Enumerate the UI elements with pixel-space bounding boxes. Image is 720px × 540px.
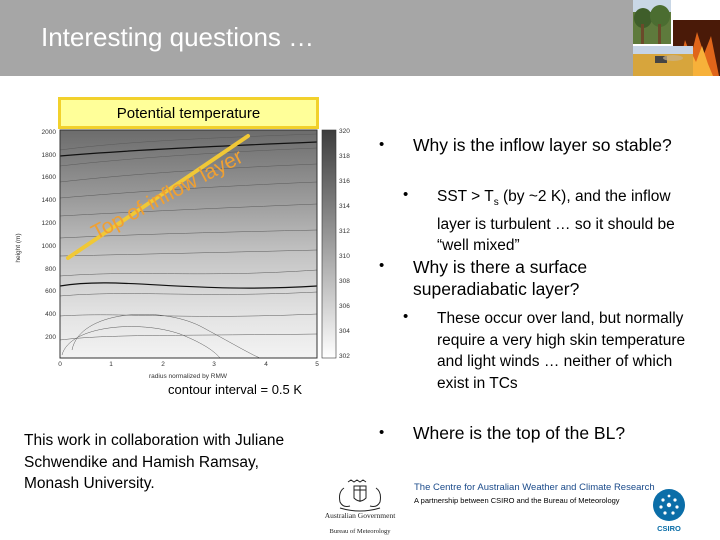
gov-line-1: Australian Government (325, 511, 397, 520)
plot-area (59, 129, 318, 359)
csiro-logo: CSIRO (653, 489, 685, 533)
x-axis-label: radius normalized by RMW (149, 373, 228, 380)
y-tick-label: 1800 (42, 152, 57, 159)
collaboration-note: This work in collaboration with Juliane … (24, 432, 285, 492)
colorbar-tick-label: 304 (339, 328, 350, 335)
y-tick-label: 800 (45, 266, 56, 273)
bullet-dot: • (379, 257, 385, 274)
y-tick-label: 1200 (42, 220, 57, 227)
y-tick-label: 1400 (42, 197, 57, 204)
title-bar: Interesting questions … (0, 0, 633, 76)
y-tick-label: 600 (45, 288, 56, 295)
potential-temperature-label-box: Potential temperature (58, 97, 319, 129)
answer-inflow-stable: SST > Ts (by ~2 K), and the inflow layer… (437, 188, 675, 255)
y-tick-label: 2000 (42, 129, 57, 136)
y-axis-label: height (m) (15, 233, 22, 262)
contour-interval-note: contour interval = 0.5 K (168, 382, 303, 397)
colorbar: 320 318 316 314 312 310 308 306 304 302 (321, 128, 350, 360)
csiro-label: CSIRO (657, 524, 681, 533)
y-tick-label: 1000 (42, 243, 57, 250)
colorbar-tick-label: 314 (339, 203, 350, 210)
colorbar-tick-label: 318 (339, 153, 350, 160)
x-tick-label: 3 (212, 361, 216, 368)
cawcr-name: The Centre for Australian Weather and Cl… (414, 482, 655, 493)
y-tick-label: 400 (45, 311, 56, 318)
slide-title: Interesting questions … (41, 22, 315, 52)
gov-line-2: Bureau of Meteorology (329, 528, 391, 535)
potential-temperature-label: Potential temperature (116, 105, 261, 122)
bullet-dot: • (379, 424, 385, 441)
y-axis: 2000 1800 1600 1400 1200 1000 800 600 40… (15, 129, 56, 341)
x-tick-label: 5 (315, 361, 319, 368)
colorbar-tick-label: 302 (339, 353, 350, 360)
answer-superadiabatic: These occur over land, but normally requ… (437, 310, 686, 392)
question-inflow-stable: Why is the inflow layer so stable? (413, 135, 672, 155)
x-tick-label: 1 (109, 361, 113, 368)
cawcr-partnership: A partnership between CSIRO and the Bure… (414, 496, 620, 505)
bullet-dot: • (403, 186, 409, 203)
inflow-top-line (66, 134, 250, 260)
bullet-dot: • (403, 308, 409, 325)
colorbar-tick-label: 308 (339, 278, 350, 285)
potential-temperature-plot: 2000 1800 1600 1400 1200 1000 800 600 40… (15, 128, 350, 380)
colorbar-tick-label: 310 (339, 253, 350, 260)
question-superadiabatic: Why is there a surface superadiabatic la… (413, 257, 588, 299)
header-photos (633, 0, 720, 76)
colorbar-tick-label: 316 (339, 178, 350, 185)
x-tick-label: 4 (264, 361, 268, 368)
x-tick-label: 2 (161, 361, 165, 368)
cawcr-credit: The Centre for Australian Weather and Cl… (414, 482, 655, 505)
colorbar-tick-label: 306 (339, 303, 350, 310)
x-axis: 0 1 2 3 4 5 radius normalized by RMW (58, 361, 319, 380)
australian-government-logo: Australian Government Bureau of Meteorol… (325, 479, 397, 535)
y-tick-label: 200 (45, 334, 56, 341)
y-tick-label: 1600 (42, 174, 57, 181)
forest-photo (633, 0, 671, 44)
coat-of-arms-icon (339, 479, 381, 512)
bullet-dot: • (379, 136, 385, 153)
x-tick-label: 0 (58, 361, 62, 368)
question-top-of-bl: Where is the top of the BL? (413, 423, 626, 443)
harvest-photo (633, 46, 693, 76)
colorbar-tick-label: 312 (339, 228, 350, 235)
colorbar-tick-label: 320 (339, 128, 350, 135)
